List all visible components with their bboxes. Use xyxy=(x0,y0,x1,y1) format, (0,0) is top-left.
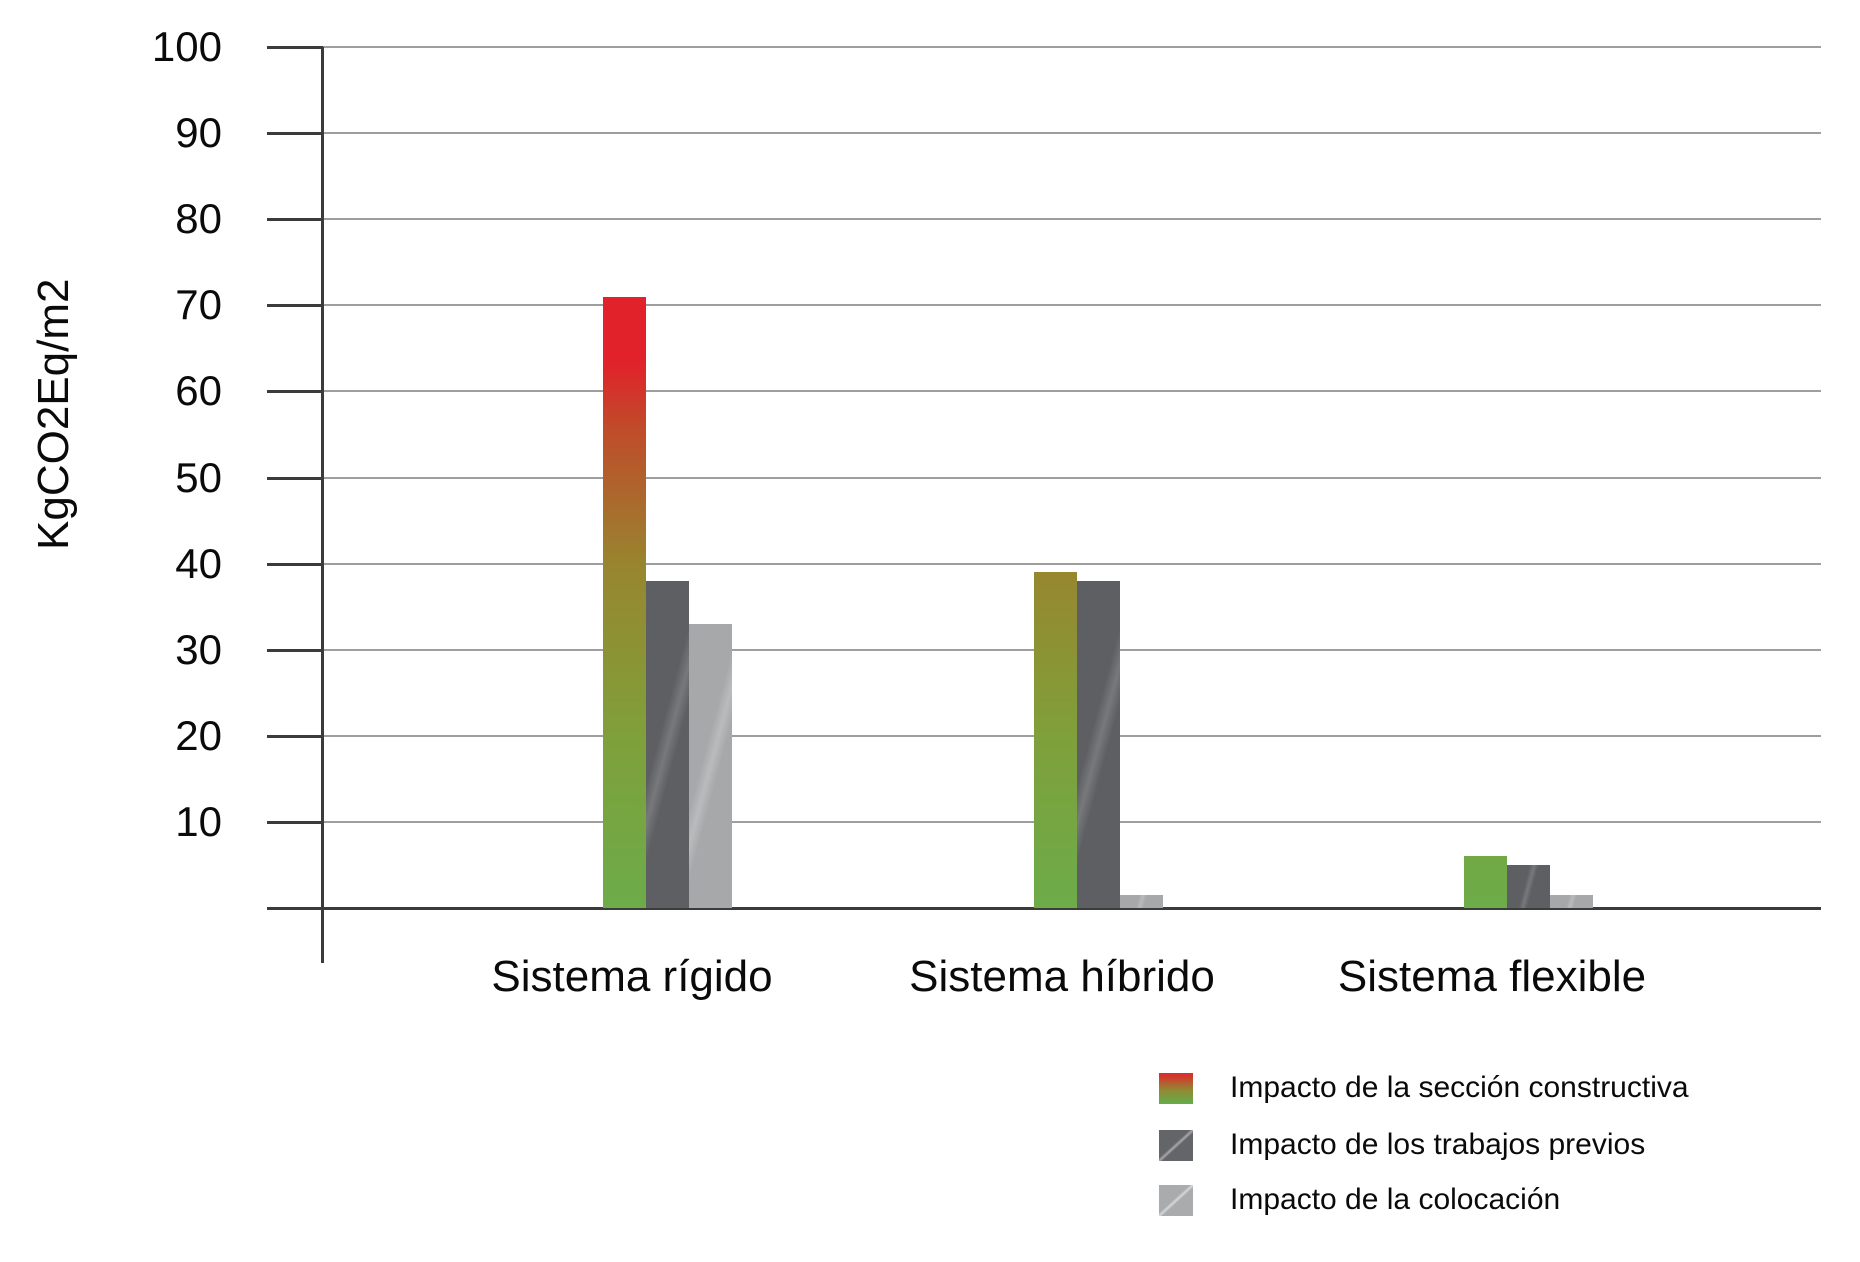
bar-series3-cat2 xyxy=(1120,895,1163,908)
y-tick xyxy=(267,648,323,652)
y-tick xyxy=(267,46,323,49)
x-category-label-2: Sistema híbrido xyxy=(909,952,1215,1001)
legend-item-label: Impacto de la sección constructiva xyxy=(1230,1071,1689,1104)
legend-item-label: Impacto de los trabajos previos xyxy=(1230,1128,1646,1161)
y-tick xyxy=(267,820,323,824)
bar-series2-cat1 xyxy=(646,581,689,908)
bar-series3-cat1 xyxy=(689,624,732,908)
y-tick xyxy=(267,132,323,136)
y-tick xyxy=(267,218,323,222)
y-tick-label: 60 xyxy=(175,367,222,415)
y-tick-label: 30 xyxy=(175,625,222,673)
y-gridline xyxy=(323,562,1821,565)
y-tick-label: 40 xyxy=(175,539,222,587)
legend-swatch-light-icon xyxy=(1159,1184,1193,1216)
bar-series1-cat3 xyxy=(1464,856,1507,908)
y-tick xyxy=(267,734,323,738)
y-tick-label: 50 xyxy=(175,453,222,501)
legend-item: Impacto de la sección constructiva xyxy=(1159,1071,1689,1105)
y-tick-label: 90 xyxy=(175,109,222,157)
y-tick xyxy=(267,304,323,308)
y-gridline xyxy=(323,476,1821,479)
y-tick-label: 100 xyxy=(151,23,222,70)
y-tick xyxy=(267,562,323,566)
x-category-label-3: Sistema flexible xyxy=(1337,952,1647,1001)
x-axis-baseline xyxy=(267,907,1821,910)
legend-item: Impacto de los trabajos previos xyxy=(1159,1128,1645,1162)
bar-series1-cat2 xyxy=(1034,572,1077,908)
legend-item-label: Impacto de la colocación xyxy=(1230,1183,1561,1216)
y-gridline xyxy=(323,132,1821,135)
y-gridline xyxy=(323,304,1821,307)
x-category-label-1: Sistema rígido xyxy=(491,952,773,1001)
y-tick-label: 80 xyxy=(175,195,222,243)
y-tick-label: 70 xyxy=(175,281,222,329)
y-tick-label: 10 xyxy=(175,797,222,845)
y-gridline xyxy=(323,390,1821,393)
legend-item: Impacto de la colocación xyxy=(1159,1183,1560,1217)
y-gridline xyxy=(323,218,1821,221)
legend-swatch-gradient-icon xyxy=(1159,1072,1193,1104)
y-tick xyxy=(267,476,323,480)
bar-series2-cat3 xyxy=(1507,865,1550,908)
y-gridline xyxy=(323,46,1821,48)
y-tick xyxy=(267,390,323,394)
legend-swatch-dark-icon xyxy=(1159,1129,1193,1161)
y-tick-label: 20 xyxy=(175,711,222,759)
bar-series1-cat1 xyxy=(603,297,646,908)
bar-series2-cat2 xyxy=(1077,581,1120,908)
y-axis-line xyxy=(321,47,324,963)
bar-series3-cat3 xyxy=(1550,895,1593,908)
